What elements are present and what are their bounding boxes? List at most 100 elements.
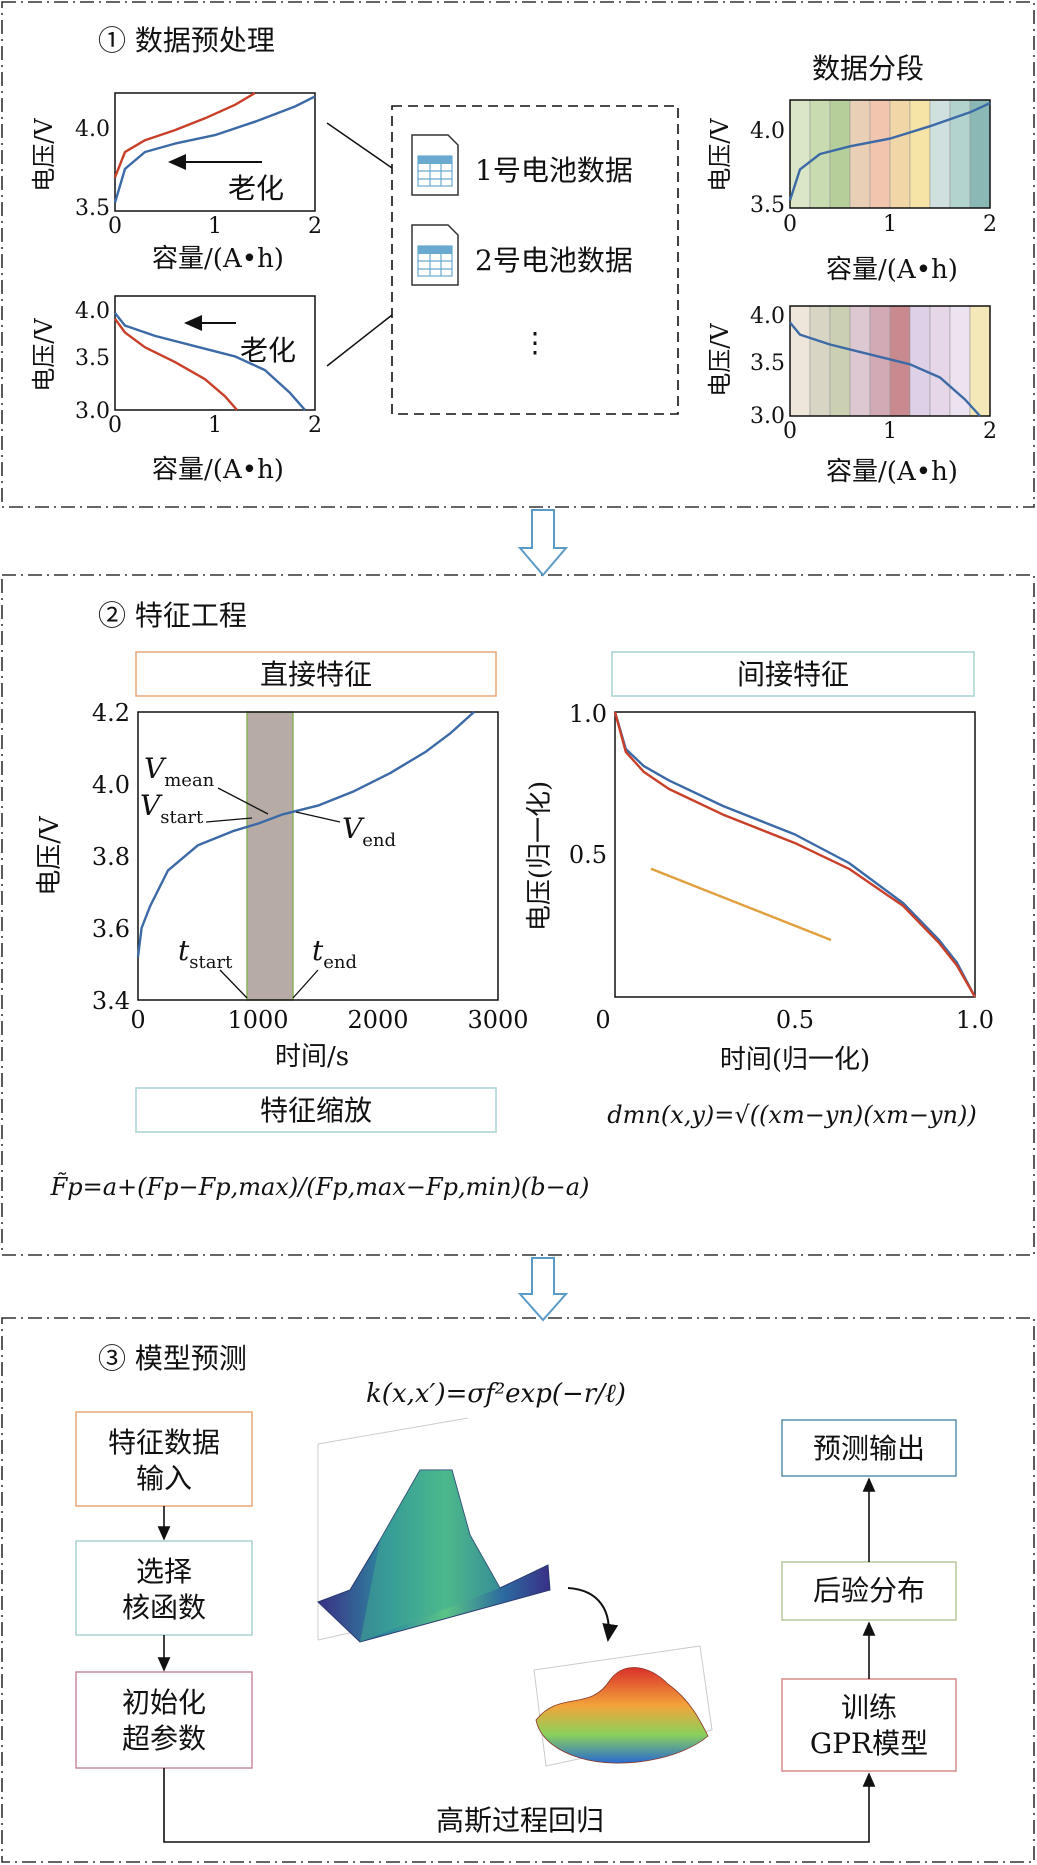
posterior-label: 后验分布 <box>813 1574 925 1607</box>
t-start-pointer <box>219 969 248 999</box>
segment-charge-xtick-0: 0 <box>783 212 797 237</box>
series-line-1 <box>136 711 475 957</box>
segment-charge-ytick-4.0: 4.0 <box>750 119 785 144</box>
charge-ytick-4.0: 4.0 <box>75 117 110 142</box>
indirect-xlabel: 时间(归一化) <box>720 1045 870 1075</box>
segment-charge-xtick-1: 1 <box>883 212 897 237</box>
v-start-label: Vstart <box>140 789 204 828</box>
series-line-2 <box>113 95 316 203</box>
segment-band <box>849 99 871 209</box>
v-end-pointer <box>295 811 341 823</box>
segment-band <box>849 305 871 417</box>
segment-discharge-xtick-1: 1 <box>883 419 897 444</box>
charge-xtick-1: 1 <box>208 214 222 239</box>
segment-band <box>869 305 891 417</box>
direct-xtick-1000: 1000 <box>227 1006 288 1034</box>
file-label-2: 2号电池数据 <box>475 244 633 277</box>
kernel-formula: k(x,x′)=σf²exp(−r/ℓ) <box>366 1379 626 1409</box>
v-end-label: Vend <box>342 812 396 851</box>
indirect-feature-box <box>611 651 975 697</box>
flow-arrow-2-icon <box>517 1257 569 1322</box>
segment-band <box>969 305 991 417</box>
segment-chart-charge-frame <box>789 99 991 209</box>
discharge-xtick-2: 2 <box>308 413 322 438</box>
section1-title: ① 数据预处理 <box>98 24 275 57</box>
connector-charge <box>326 122 393 169</box>
section3-title: ③ 模型预测 <box>98 1342 247 1375</box>
segment-band <box>869 99 891 209</box>
file-icon-1 <box>411 134 459 196</box>
indirect-chart-curves <box>613 711 977 998</box>
segment-band <box>829 305 851 417</box>
discharge-ytick-3.5: 3.5 <box>75 346 110 371</box>
segment-discharge-ytick-4.0: 4.0 <box>750 304 785 329</box>
segment-band <box>929 305 951 417</box>
series-line-3 <box>650 867 832 942</box>
segment-band <box>929 99 951 209</box>
file-label-1: 1号电池数据 <box>475 154 633 187</box>
scaling-formula: F̃p=a+(Fp−Fp,max)/(Fp,max−Fp,min)(b−a) <box>50 1173 590 1201</box>
discharge-ytick-3.0: 3.0 <box>75 399 110 424</box>
t-start-label: tstart <box>178 934 233 973</box>
series-line-2 <box>613 711 977 998</box>
gp-posterior-surface-image <box>533 1645 713 1767</box>
indirect-chart-frame <box>614 711 976 998</box>
direct-ytick-3.4: 3.4 <box>92 987 130 1015</box>
series-line-1 <box>789 321 981 417</box>
indirect-feature-label: 间接特征 <box>737 658 849 691</box>
section3-frame <box>1 1317 1035 1863</box>
direct-xtick-2000: 2000 <box>347 1006 408 1034</box>
train-gpr-box <box>781 1678 957 1772</box>
segment-discharge-ytick-3.5: 3.5 <box>750 351 785 376</box>
discharge-xlabel: 容量/(A•h) <box>152 455 284 485</box>
segment-band <box>909 99 931 209</box>
section2-title: ② 特征工程 <box>98 599 247 632</box>
indirect-ytick-1.0: 1.0 <box>569 700 607 728</box>
segment-discharge-xtick-0: 0 <box>783 419 797 444</box>
series-line-2 <box>114 312 306 411</box>
distance-formula: dmn(x,y)=√((xm−yn)(xm−yn)) <box>607 1101 976 1129</box>
direct-xlabel: 时间/s <box>275 1042 349 1072</box>
indirect-xtick-0.5: 0.5 <box>776 1006 814 1034</box>
direct-ytick-3.8: 3.8 <box>92 843 130 871</box>
segment-band <box>949 305 971 417</box>
direct-feature-box <box>135 651 497 697</box>
indirect-xtick-1.0: 1.0 <box>956 1006 994 1034</box>
segment-chart-discharge-frame <box>789 305 991 417</box>
feature-scaling-label: 特征缩放 <box>260 1094 372 1127</box>
segment-band <box>969 99 991 209</box>
gpr-loop-connector <box>163 1768 876 1843</box>
direct-xtick-3000: 3000 <box>467 1006 528 1034</box>
t-end-label: tend <box>312 934 357 973</box>
aging-label-discharge: 老化 <box>240 334 296 367</box>
predict-output-label: 预测输出 <box>813 1432 925 1465</box>
init-hyperparam-label: 初始化超参数 <box>122 1686 206 1755</box>
series-line-1 <box>114 318 238 411</box>
charge-xtick-2: 2 <box>308 214 322 239</box>
segment-charge-ytick-3.5: 3.5 <box>750 193 785 218</box>
gp-prior-surface-image <box>317 1417 551 1643</box>
charge-ylabel: 电压/V <box>30 118 58 192</box>
flow-arrow-1-icon <box>517 509 569 577</box>
aging-label-charge: 老化 <box>228 172 284 205</box>
series-line-1 <box>613 711 977 998</box>
v-mean-label: Vmean <box>144 752 215 791</box>
file-list-box <box>391 105 679 415</box>
t-end-pointer <box>292 969 319 999</box>
connector-discharge <box>326 314 393 367</box>
segment-band <box>829 99 851 209</box>
gpr-loop-label: 高斯过程回归 <box>436 1804 604 1837</box>
direct-ylabel: 电压/V <box>35 815 65 896</box>
segment-charge-curve <box>788 102 991 201</box>
segment-discharge-ytick-3.0: 3.0 <box>750 404 785 429</box>
segment-band <box>809 305 831 417</box>
charge-curves <box>113 91 316 203</box>
segment-band <box>889 99 911 209</box>
section2-frame <box>1 574 1035 1256</box>
section1-frame <box>1 1 1035 508</box>
segment-bands-charge <box>789 99 991 209</box>
segment-band <box>789 305 811 417</box>
select-kernel-box <box>75 1540 253 1636</box>
select-kernel-label: 选择核函数 <box>122 1555 206 1624</box>
